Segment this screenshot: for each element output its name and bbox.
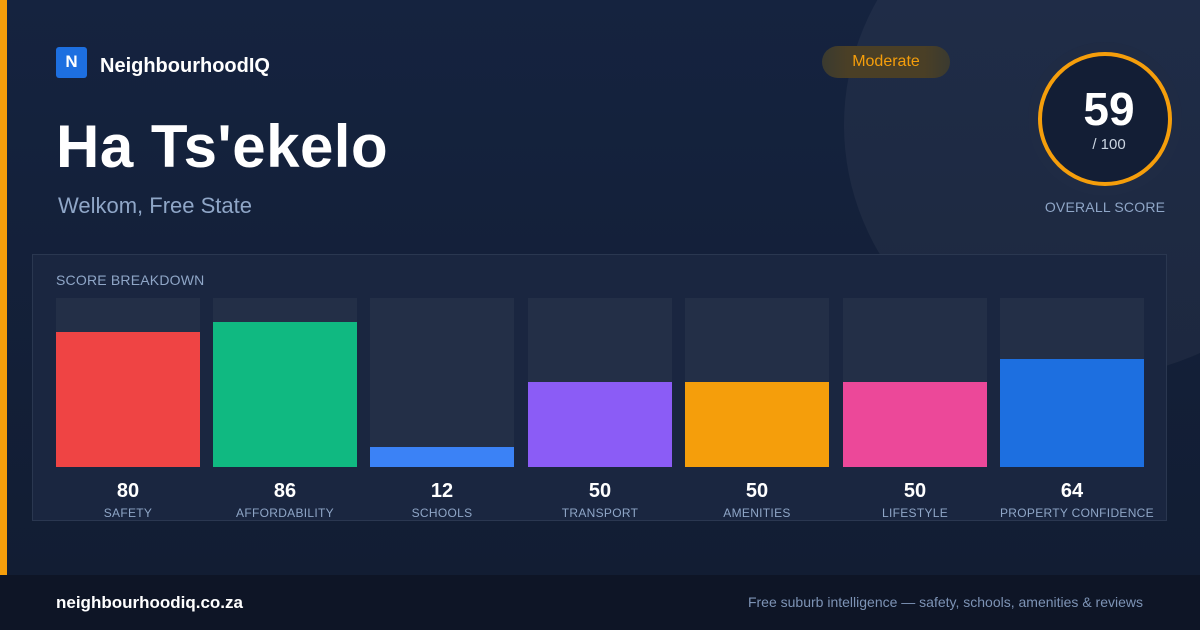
bar-fill-lifestyle bbox=[843, 382, 987, 467]
bar-value-transport: 50 bbox=[588, 480, 612, 502]
bar-schools: 12 SCHOOLS bbox=[370, 298, 514, 520]
bar-label-property-confidence: PROPERTY CONFIDENCE bbox=[1000, 506, 1154, 520]
bar-fill-affordability bbox=[213, 322, 357, 467]
bar-value-affordability: 86 bbox=[273, 480, 297, 502]
suburb-title: Ha Ts'ekelo bbox=[56, 113, 389, 180]
bar-affordability: 86 AFFORDABILITY bbox=[213, 298, 357, 520]
footer-domain-link[interactable]: neighbourhoodiq.co.za bbox=[56, 593, 243, 612]
bar-value-lifestyle: 50 bbox=[903, 480, 927, 502]
bar-fill-transport bbox=[528, 382, 672, 467]
bar-label-transport: TRANSPORT bbox=[561, 506, 639, 520]
bar-fill-safety bbox=[56, 332, 200, 467]
score-ring-progress: 59 / 100 bbox=[1038, 52, 1172, 186]
overall-score-caption: OVERALL SCORE bbox=[1044, 199, 1166, 215]
overall-score-ring: 59 / 100 bbox=[1028, 42, 1182, 196]
bar-label-lifestyle: LIFESTYLE bbox=[881, 506, 949, 520]
bar-transport: 50 TRANSPORT bbox=[528, 298, 672, 520]
bar-label-amenities: AMENITIES bbox=[723, 506, 791, 520]
bar-track bbox=[56, 298, 200, 467]
footer-tagline: Free suburb intelligence — safety, schoo… bbox=[747, 594, 1143, 610]
footer: neighbourhoodiq.co.za Free suburb intell… bbox=[0, 575, 1200, 630]
bar-safety: 80 SAFETY bbox=[56, 298, 200, 520]
suburb-location: Welkom, Free State bbox=[58, 193, 252, 218]
brand-logo-icon: N bbox=[56, 46, 87, 78]
bar-track bbox=[843, 298, 987, 467]
brand-name: NeighbourhoodIQ bbox=[100, 55, 270, 77]
bar-value-schools: 12 bbox=[430, 480, 454, 502]
bar-track bbox=[370, 298, 514, 467]
brand[interactable]: N NeighbourhoodIQ bbox=[56, 46, 270, 78]
bar-value-property-confidence: 64 bbox=[1060, 480, 1084, 502]
bar-label-safety: SAFETY bbox=[103, 506, 153, 520]
bar-property-confidence: 64 PROPERTY CONFIDENCE bbox=[1000, 298, 1154, 520]
bar-value-amenities: 50 bbox=[745, 480, 769, 502]
bar-fill-property-confidence bbox=[1000, 359, 1144, 467]
bar-label-schools: SCHOOLS bbox=[411, 506, 473, 520]
bar-amenities: 50 AMENITIES bbox=[685, 298, 829, 520]
breakdown-title: SCORE BREAKDOWN bbox=[56, 272, 205, 288]
overall-score-max: / 100 bbox=[1092, 136, 1126, 153]
bar-label-affordability: AFFORDABILITY bbox=[236, 506, 334, 520]
bar-track bbox=[213, 298, 357, 467]
accent-bar bbox=[0, 0, 7, 575]
bar-track bbox=[685, 298, 829, 467]
bar-fill-amenities bbox=[685, 382, 829, 467]
bar-fill-schools bbox=[370, 447, 514, 467]
bar-value-safety: 80 bbox=[116, 480, 140, 502]
overall-score-value: 59 bbox=[1083, 83, 1135, 135]
bar-track bbox=[1000, 298, 1144, 467]
rating-badge: Moderate bbox=[822, 46, 950, 78]
share-card: N NeighbourhoodIQ Ha Ts'ekelo Welkom, Fr… bbox=[0, 0, 1200, 575]
bar-track bbox=[528, 298, 672, 467]
score-breakdown-panel: SCORE BREAKDOWN 80 SAFETY 86 AFFORDABILI… bbox=[32, 254, 1167, 521]
bar-lifestyle: 50 LIFESTYLE bbox=[843, 298, 987, 520]
